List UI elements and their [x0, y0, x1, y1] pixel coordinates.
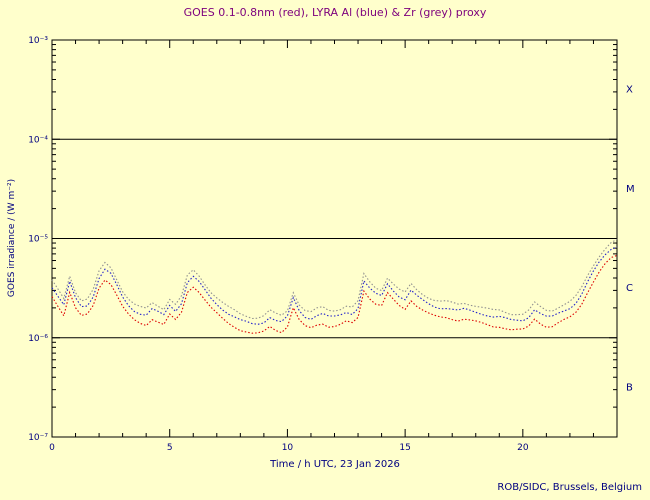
series-goes-0-1-0-8nm [51, 254, 618, 334]
y-tick-label: 10⁻⁷ [28, 433, 48, 443]
series-lyra-al-proxy [51, 246, 618, 325]
x-tick-label: 20 [517, 443, 529, 453]
series-lyra-zr-proxy [51, 238, 618, 320]
y-tick-label: 10⁻⁴ [28, 135, 48, 145]
flare-class-label: C [626, 283, 633, 294]
y-tick-label: 10⁻³ [28, 36, 48, 46]
chart-title: GOES 0.1-0.8nm (red), LYRA Al (blue) & Z… [183, 6, 487, 19]
x-tick-label: 10 [282, 443, 294, 453]
credit-text: ROB/SIDC, Brussels, Belgium [497, 482, 642, 493]
y-tick-label: 10⁻⁶ [28, 334, 48, 344]
flare-class-label: B [626, 382, 633, 393]
x-tick-label: 5 [167, 443, 173, 453]
flare-class-label: X [626, 85, 633, 96]
y-tick-label: 10⁻⁵ [28, 235, 48, 245]
x-axis-label: Time / h UTC, 23 Jan 2026 [270, 459, 400, 470]
x-tick-label: 15 [399, 443, 410, 453]
x-tick-label: 0 [49, 443, 55, 453]
flare-class-label: M [626, 184, 635, 195]
